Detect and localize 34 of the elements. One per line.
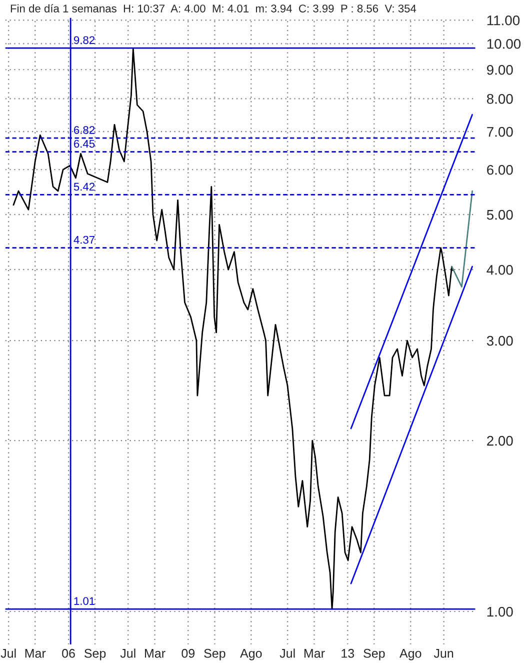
y-tick-label: 8.00 <box>486 94 513 104</box>
x-tick-label: Sep <box>84 648 106 660</box>
y-tick-label: 9.00 <box>487 64 513 75</box>
x-tick-label: 13 <box>342 648 354 658</box>
x-tick-label: Sep <box>364 648 385 660</box>
ref-line-label: 9.82 <box>74 36 95 44</box>
y-tick-label: 4.00 <box>486 264 513 275</box>
ref-line-label: 6.45 <box>74 140 95 148</box>
x-tick-label: 09 <box>182 648 195 658</box>
y-tick-label: 1.00 <box>487 606 513 617</box>
x-tick-label: Mar <box>145 649 166 658</box>
y-tick-label: 2.00 <box>487 436 513 446</box>
x-tick-label: Mar <box>304 649 325 658</box>
y-tick-label: 11.00 <box>487 15 520 26</box>
y-tick-label: 5.00 <box>486 210 513 220</box>
y-tick-label: 7.00 <box>487 126 513 137</box>
x-tick-label: Jul <box>0 648 16 658</box>
ref-line-label: 5.42 <box>74 182 95 191</box>
x-tick-label: Mar <box>25 649 46 658</box>
x-tick-label: Sep <box>204 648 226 660</box>
line-series <box>12 48 454 610</box>
y-tick-label: 10.00 <box>487 38 521 49</box>
x-tick-label: 06 <box>62 648 75 658</box>
chart-title: Fin de día 1 semanas H: 10:37 A: 4.00 M: 4.01 m: 3.94 C: 3.99 P : 8.56 V: 354 <box>10 4 416 12</box>
x-tick-label: Ago <box>400 649 422 660</box>
x-tick-label: Ago <box>240 649 262 660</box>
y-tick-label: 3.00 <box>486 336 513 346</box>
x-tick-label: Jun <box>434 649 454 658</box>
y-tick-label: 6.00 <box>487 164 513 175</box>
ref-line-label: 4.37 <box>74 236 95 244</box>
x-tick-label: Jul <box>280 648 295 658</box>
ref-line-label: 6.82 <box>74 126 95 134</box>
x-tick-label: Jul <box>120 648 136 658</box>
ref-line-label: 1.01 <box>74 597 95 605</box>
